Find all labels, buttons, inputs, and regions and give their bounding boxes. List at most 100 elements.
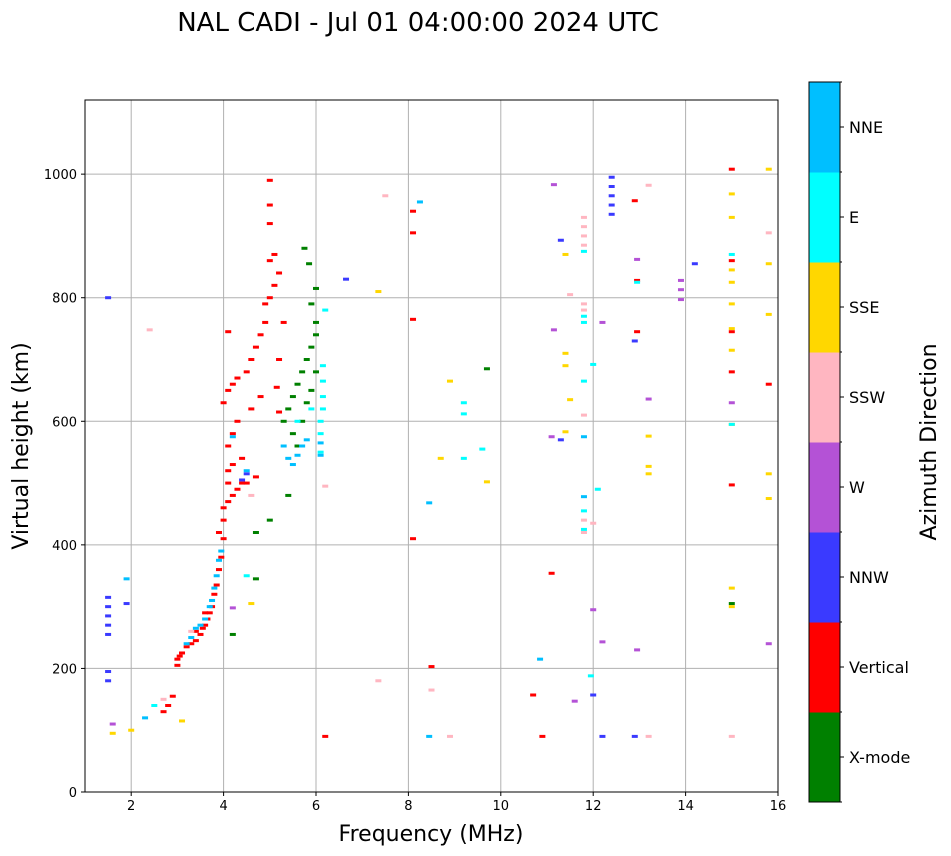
data-point <box>280 419 287 423</box>
series-nne <box>123 200 587 738</box>
data-point <box>677 288 684 292</box>
data-point <box>192 626 199 630</box>
data-point <box>550 328 557 332</box>
data-point <box>289 432 296 436</box>
data-point <box>299 370 306 374</box>
data-point <box>252 345 259 349</box>
data-point <box>308 302 315 306</box>
data-point <box>215 558 222 562</box>
data-point <box>580 234 587 238</box>
data-point <box>276 410 283 414</box>
data-point <box>580 308 587 312</box>
data-point <box>243 469 250 473</box>
data-point <box>213 574 220 578</box>
data-point <box>765 312 772 316</box>
data-point <box>590 693 597 697</box>
data-point <box>105 614 112 618</box>
data-point <box>252 531 259 534</box>
data-point <box>317 450 324 454</box>
data-point <box>631 339 638 343</box>
data-point <box>109 731 116 735</box>
data-point <box>308 388 315 392</box>
data-point <box>239 478 246 482</box>
data-point <box>728 734 735 738</box>
plot-frame <box>84 99 779 793</box>
data-point <box>483 480 490 484</box>
data-point <box>634 257 641 261</box>
data-point <box>317 441 324 445</box>
data-point <box>375 679 382 683</box>
data-point <box>562 364 569 368</box>
data-point <box>257 395 264 399</box>
data-point <box>322 734 329 738</box>
data-point <box>313 320 319 324</box>
colorbar-title: Azimuth Direction <box>917 343 942 540</box>
x-tick-label: 10 <box>493 799 510 814</box>
data-point <box>765 642 772 646</box>
data-point <box>105 670 112 674</box>
data-point <box>248 358 255 361</box>
data-point <box>410 231 417 235</box>
data-point <box>728 422 735 426</box>
data-point <box>142 716 149 720</box>
data-point <box>580 518 587 522</box>
data-point <box>728 327 735 331</box>
data-point <box>109 722 116 726</box>
data-point <box>262 320 269 324</box>
data-point <box>266 296 273 300</box>
data-point <box>530 693 537 697</box>
data-point <box>548 571 555 575</box>
data-point <box>590 362 597 366</box>
colorbar-segment <box>809 622 840 713</box>
data-point <box>765 382 772 386</box>
data-point <box>218 555 225 559</box>
data-point <box>599 640 606 644</box>
data-point <box>645 434 652 438</box>
data-point <box>160 697 167 701</box>
data-point <box>567 293 574 297</box>
x-tick-label: 8 <box>404 799 412 814</box>
data-point <box>225 444 232 448</box>
data-point <box>179 719 186 723</box>
data-point <box>176 654 183 658</box>
data-point <box>160 710 167 714</box>
series-nnw <box>105 175 698 738</box>
data-point <box>580 413 587 417</box>
data-point <box>243 472 250 476</box>
data-point <box>375 290 382 294</box>
data-point <box>308 345 315 349</box>
data-point <box>580 243 587 247</box>
series-e <box>151 249 735 707</box>
x-tick-label: 16 <box>770 799 787 814</box>
data-point <box>266 518 273 522</box>
data-point <box>765 231 772 235</box>
data-point <box>105 679 112 683</box>
data-point <box>192 639 199 643</box>
data-point <box>728 586 735 590</box>
data-point <box>234 487 241 491</box>
data-point <box>562 252 569 256</box>
data-point <box>303 358 310 361</box>
data-point <box>192 629 199 633</box>
data-point <box>202 623 209 627</box>
data-point <box>319 395 326 399</box>
data-point <box>285 456 292 460</box>
colorbar-segment <box>809 532 840 623</box>
data-point <box>410 537 417 541</box>
data-point <box>631 199 638 203</box>
data-point <box>580 249 587 253</box>
data-point <box>322 484 329 488</box>
data-point <box>276 358 283 361</box>
y-tick-label: 600 <box>52 415 77 430</box>
data-point <box>590 608 597 612</box>
data-point <box>183 642 190 646</box>
data-point <box>580 314 587 318</box>
plot-area: 2 4 6 8 10 12 14 16 0 200 400 600 800 1000 <box>44 99 787 814</box>
data-point <box>728 370 735 374</box>
data-point <box>211 586 218 590</box>
data-point <box>225 500 232 504</box>
data-point <box>645 183 652 187</box>
data-point <box>571 699 578 703</box>
x-tick-label: 14 <box>677 799 694 814</box>
